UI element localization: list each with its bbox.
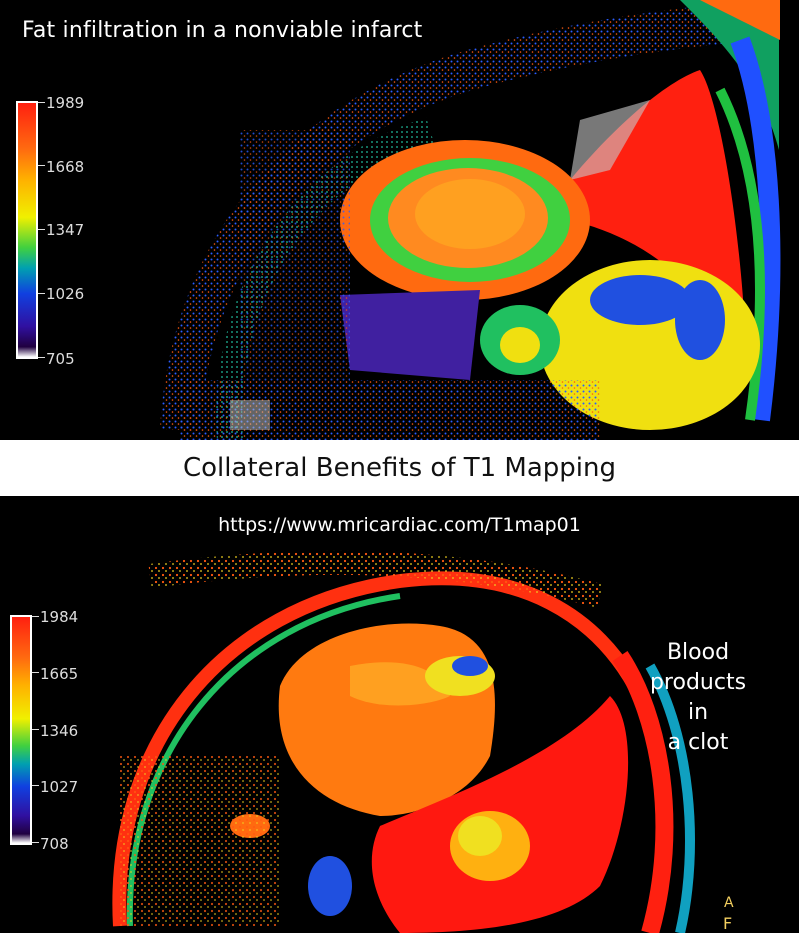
top-color-scale-bar (16, 101, 38, 359)
bottom-mri-scan (112, 550, 695, 933)
orientation-marker: F (723, 914, 733, 933)
top-scale-label-max: 1989 (46, 94, 85, 112)
title-band: Collateral Benefits of T1 Mapping (0, 440, 799, 496)
bottom-scale-label: 1346 (40, 722, 79, 740)
top-mri-scan (160, 0, 781, 440)
bottom-t1-map-image: https://www.mricardiac.com/T1map01 Blood… (0, 496, 799, 933)
page-title: Collateral Benefits of T1 Mapping (182, 453, 617, 483)
caption-line: products in (649, 670, 747, 725)
top-scale-label-min: 705 (46, 350, 75, 368)
orientation-marker: A (724, 895, 734, 911)
caption-line: a clot (667, 730, 729, 755)
caption-line: Blood (666, 640, 730, 665)
bottom-scale-label-max: 1984 (40, 608, 79, 626)
bottom-scale-label: 1027 (40, 778, 79, 796)
top-image-caption: Fat infiltration in a nonviable infarct (22, 18, 423, 43)
bottom-scale-label: 1665 (40, 665, 79, 683)
top-scale-label: 1668 (46, 158, 85, 176)
bottom-image-caption: Blood products in a clot (638, 638, 758, 758)
top-scale-label: 1347 (46, 221, 85, 239)
bottom-color-scale-bar (10, 615, 32, 845)
top-scale-label: 1026 (46, 285, 85, 303)
top-t1-map-image: Fat infiltration in a nonviable infarct … (0, 0, 799, 440)
source-url: https://www.mricardiac.com/T1map01 (218, 514, 581, 536)
bottom-scale-label-min: 708 (40, 835, 69, 853)
